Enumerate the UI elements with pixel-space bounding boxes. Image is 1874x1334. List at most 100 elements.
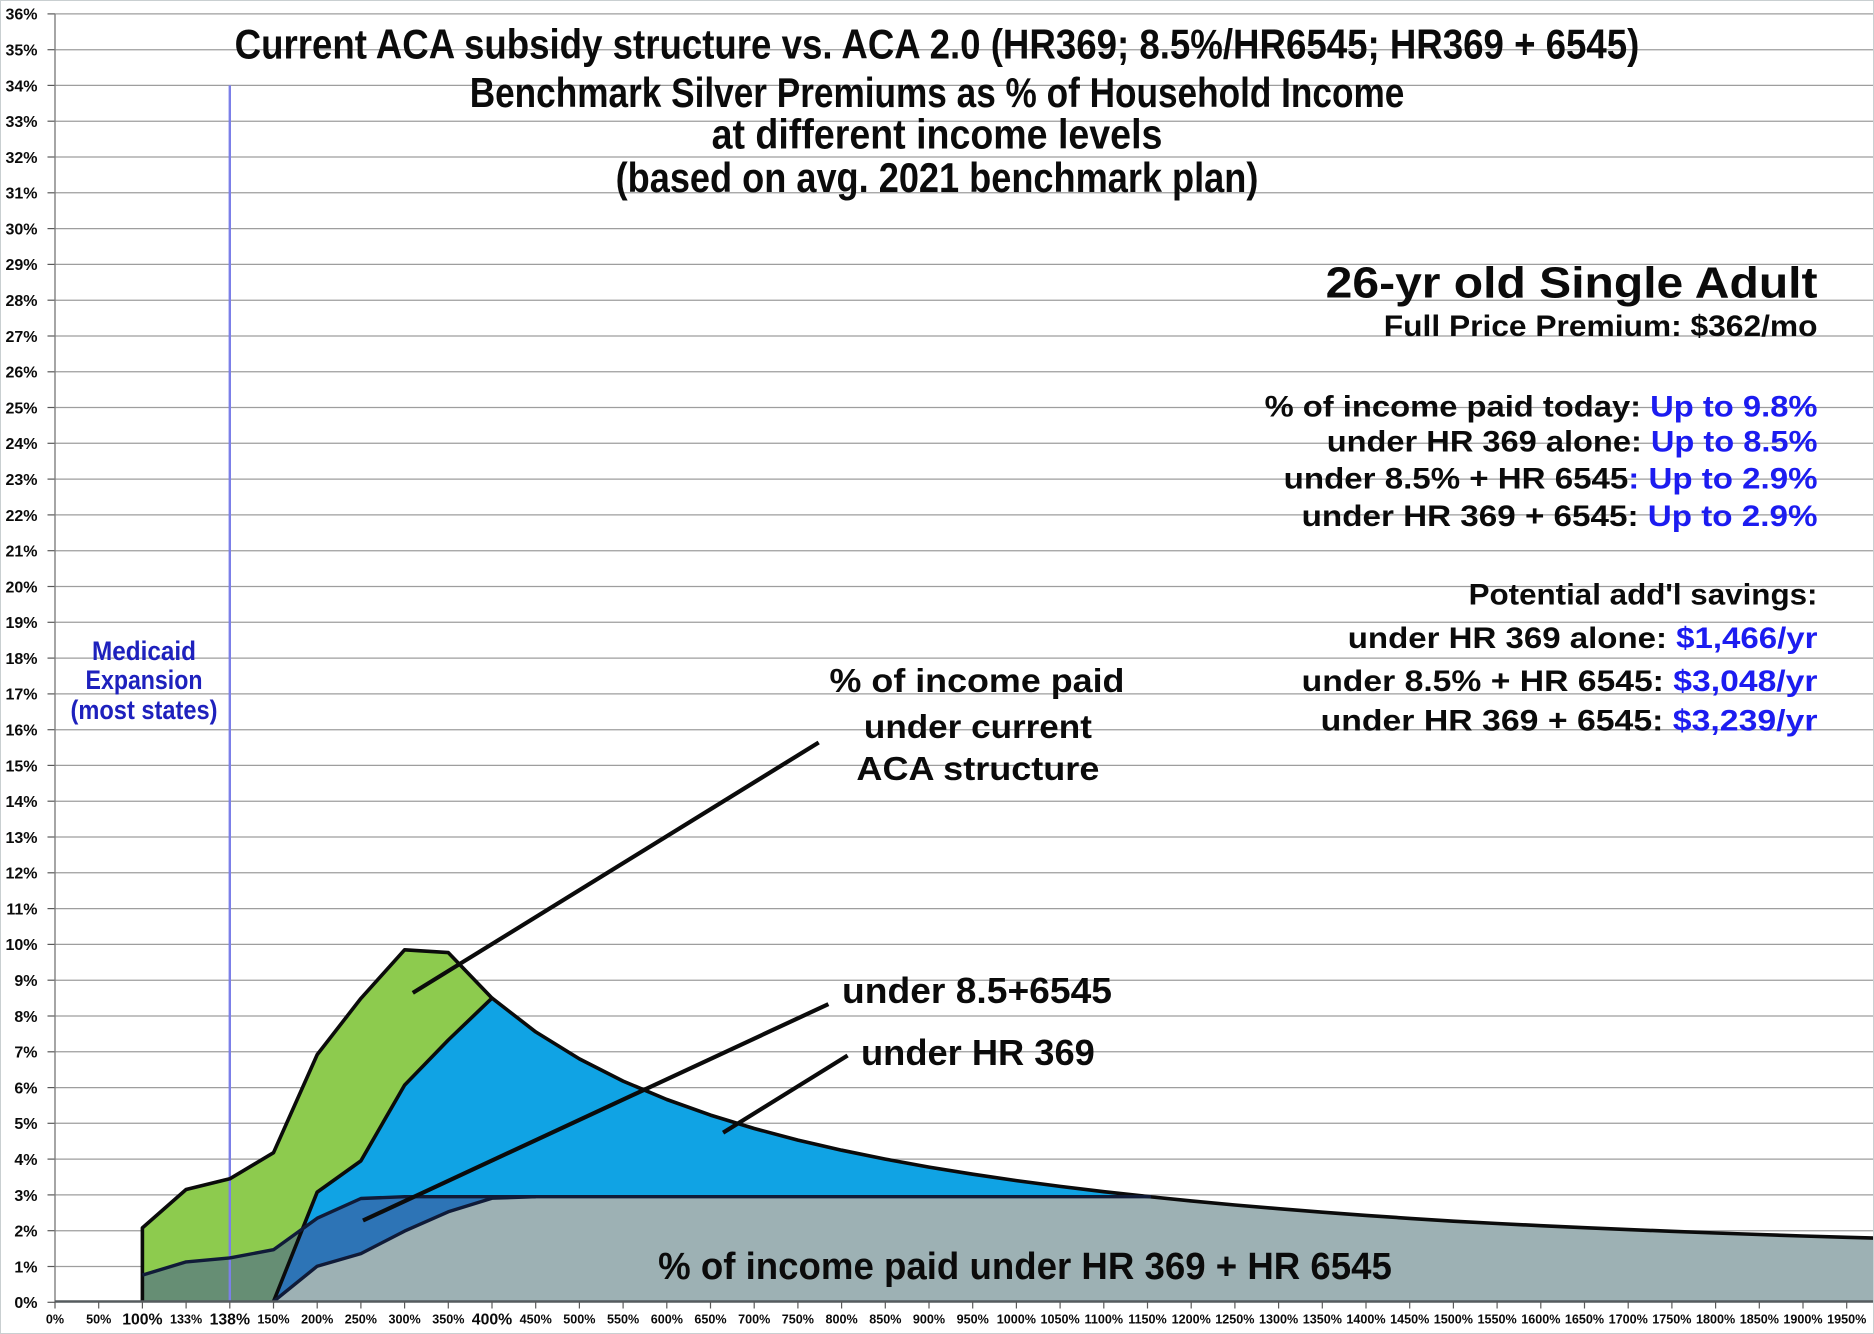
svg-text:1600%: 1600% xyxy=(1521,1313,1560,1327)
svg-text:24%: 24% xyxy=(5,436,37,453)
svg-text:under HR 369 + 6545: $3,239/yr: under HR 369 + 6545: $3,239/yr xyxy=(1321,703,1818,736)
svg-text:2%: 2% xyxy=(14,1224,37,1241)
svg-text:22%: 22% xyxy=(5,508,37,525)
svg-text:1750%: 1750% xyxy=(1652,1313,1691,1327)
svg-text:4%: 4% xyxy=(14,1152,37,1169)
svg-text:12%: 12% xyxy=(5,866,37,883)
svg-text:27%: 27% xyxy=(5,329,37,346)
svg-text:20%: 20% xyxy=(5,579,37,596)
svg-text:under HR 369: under HR 369 xyxy=(861,1032,1095,1073)
svg-text:850%: 850% xyxy=(869,1313,901,1327)
svg-text:0%: 0% xyxy=(46,1313,64,1327)
svg-text:1250%: 1250% xyxy=(1215,1313,1254,1327)
svg-text:under HR 369 alone: $1,466/yr: under HR 369 alone: $1,466/yr xyxy=(1348,621,1818,654)
svg-text:1100%: 1100% xyxy=(1085,1313,1124,1327)
svg-text:900%: 900% xyxy=(913,1313,945,1327)
svg-text:Medicaid: Medicaid xyxy=(92,637,196,666)
svg-text:25%: 25% xyxy=(5,400,37,417)
svg-text:3%: 3% xyxy=(14,1188,37,1205)
svg-text:1850%: 1850% xyxy=(1740,1313,1779,1327)
svg-text:31%: 31% xyxy=(5,186,37,203)
svg-text:7%: 7% xyxy=(14,1045,37,1062)
svg-text:650%: 650% xyxy=(694,1313,726,1327)
svg-text:1200%: 1200% xyxy=(1172,1313,1211,1327)
svg-text:600%: 600% xyxy=(651,1313,683,1327)
svg-text:133%: 133% xyxy=(170,1313,202,1327)
svg-text:950%: 950% xyxy=(957,1313,989,1327)
svg-text:1800%: 1800% xyxy=(1696,1313,1735,1327)
svg-text:under 8.5+6545: under 8.5+6545 xyxy=(842,971,1112,1011)
svg-text:0%: 0% xyxy=(14,1295,37,1312)
svg-text:32%: 32% xyxy=(5,150,37,167)
svg-text:10%: 10% xyxy=(5,937,37,954)
svg-text:450%: 450% xyxy=(520,1313,552,1327)
svg-text:1300%: 1300% xyxy=(1259,1313,1298,1327)
svg-text:Potential add'l savings:: Potential add'l savings: xyxy=(1469,578,1818,611)
svg-text:Current ACA subsidy structure: Current ACA subsidy structure vs. ACA 2.… xyxy=(235,21,1640,68)
svg-text:5%: 5% xyxy=(14,1116,37,1133)
svg-text:19%: 19% xyxy=(5,615,37,632)
svg-text:500%: 500% xyxy=(563,1313,595,1327)
svg-text:28%: 28% xyxy=(5,293,37,310)
svg-text:18%: 18% xyxy=(5,651,37,668)
svg-text:% of income paid under HR 369: % of income paid under HR 369 + HR 6545 xyxy=(658,1244,1392,1287)
svg-text:16%: 16% xyxy=(5,723,37,740)
svg-text:17%: 17% xyxy=(5,687,37,704)
svg-text:8%: 8% xyxy=(14,1009,37,1026)
svg-text:1050%: 1050% xyxy=(1040,1313,1079,1327)
svg-text:% of income paid: % of income paid xyxy=(830,663,1125,699)
svg-text:30%: 30% xyxy=(5,221,37,238)
svg-text:% of income paid today: Up to: % of income paid today: Up to 9.8% xyxy=(1265,390,1818,423)
svg-text:138%: 138% xyxy=(210,1312,250,1329)
svg-text:11%: 11% xyxy=(6,901,37,918)
svg-text:200%: 200% xyxy=(301,1313,333,1327)
svg-text:350%: 350% xyxy=(432,1313,464,1327)
svg-text:150%: 150% xyxy=(257,1313,289,1327)
svg-text:300%: 300% xyxy=(388,1313,420,1327)
svg-text:Full Price Premium: $362/mo: Full Price Premium: $362/mo xyxy=(1384,310,1818,343)
svg-text:1700%: 1700% xyxy=(1609,1313,1648,1327)
svg-text:Benchmark Silver Premiums as %: Benchmark Silver Premiums as % of Househ… xyxy=(470,70,1405,117)
svg-text:1400%: 1400% xyxy=(1346,1313,1385,1327)
svg-text:400%: 400% xyxy=(472,1312,512,1329)
svg-text:26%: 26% xyxy=(5,365,37,382)
svg-text:under HR 369 alone: Up to 8.5%: under HR 369 alone: Up to 8.5% xyxy=(1327,425,1818,458)
svg-text:6%: 6% xyxy=(14,1080,37,1097)
svg-text:1%: 1% xyxy=(14,1259,37,1276)
svg-text:1000%: 1000% xyxy=(997,1313,1036,1327)
svg-text:at different income levels: at different income levels xyxy=(712,112,1163,158)
svg-text:50%: 50% xyxy=(86,1313,111,1327)
svg-text:1950%: 1950% xyxy=(1827,1313,1866,1327)
svg-text:36%: 36% xyxy=(5,7,37,24)
svg-text:ACA structure: ACA structure xyxy=(856,751,1099,787)
svg-text:700%: 700% xyxy=(738,1313,770,1327)
svg-text:15%: 15% xyxy=(5,758,37,775)
svg-text:34%: 34% xyxy=(5,78,37,95)
svg-text:1900%: 1900% xyxy=(1783,1313,1822,1327)
svg-text:29%: 29% xyxy=(5,257,37,274)
svg-text:250%: 250% xyxy=(345,1313,377,1327)
svg-text:(based on avg. 2021 benchmark: (based on avg. 2021 benchmark plan) xyxy=(616,155,1259,201)
svg-text:under 8.5% + HR 6545: $3,048/y: under 8.5% + HR 6545: $3,048/yr xyxy=(1302,664,1818,698)
svg-text:750%: 750% xyxy=(782,1313,814,1327)
svg-text:under 8.5% + HR 6545: Up to 2.: under 8.5% + HR 6545: Up to 2.9% xyxy=(1284,462,1818,495)
svg-text:14%: 14% xyxy=(5,794,37,811)
svg-text:21%: 21% xyxy=(5,544,37,561)
svg-text:1450%: 1450% xyxy=(1390,1313,1429,1327)
svg-text:Expansion: Expansion xyxy=(86,665,203,695)
svg-text:23%: 23% xyxy=(5,472,37,489)
svg-text:1350%: 1350% xyxy=(1303,1313,1342,1327)
svg-text:1150%: 1150% xyxy=(1128,1313,1167,1327)
svg-text:under current: under current xyxy=(864,709,1092,746)
svg-text:1500%: 1500% xyxy=(1434,1313,1473,1327)
svg-text:100%: 100% xyxy=(122,1312,162,1329)
svg-text:33%: 33% xyxy=(5,114,37,131)
svg-text:1550%: 1550% xyxy=(1477,1313,1516,1327)
svg-text:9%: 9% xyxy=(14,973,37,990)
svg-text:800%: 800% xyxy=(825,1313,857,1327)
svg-text:26-yr old Single Adult: 26-yr old Single Adult xyxy=(1326,257,1818,307)
svg-text:35%: 35% xyxy=(5,43,37,60)
svg-text:(most states): (most states) xyxy=(71,695,218,725)
svg-text:13%: 13% xyxy=(5,830,37,847)
svg-text:550%: 550% xyxy=(607,1313,639,1327)
